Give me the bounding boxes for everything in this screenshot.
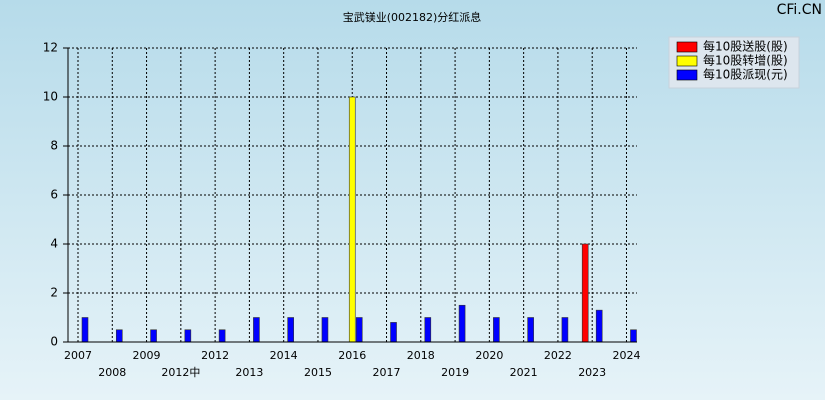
x-tick-label: 2012 [201,349,229,362]
x-tick-label: 2012中 [161,366,200,379]
bar [81,317,89,343]
y-tick-label: 6 [50,188,58,202]
bar [630,329,637,343]
x-tick-label: 2024 [612,349,640,362]
x-tick-label: 2020 [475,349,503,362]
y-tick-label: 8 [50,139,58,153]
bar [348,96,356,343]
bar [527,317,534,343]
bar [355,317,363,343]
bar [561,317,569,343]
legend-label: 每10股派现(元) [703,67,788,82]
bar [184,329,192,343]
x-tick-label: 2007 [64,349,92,362]
legend-label: 每10股转增(股) [703,53,788,68]
legend-label: 每10股送股(股) [703,39,788,54]
x-tick-label: 2019 [441,366,469,379]
y-tick-label: 10 [43,90,58,104]
bar [424,317,432,343]
x-tick-label: 2022 [544,349,572,362]
bar [390,322,397,343]
bar [595,309,603,343]
x-tick-label: 2017 [373,366,401,379]
y-tick-label: 2 [50,286,58,300]
bar [321,317,329,343]
x-tick-label: 2018 [407,349,435,362]
x-tick-label: 2023 [578,366,606,379]
x-tick-label: 2014 [270,349,298,362]
x-tick-label: 2016 [338,349,366,362]
bar [581,243,589,343]
legend-swatch [676,69,698,81]
x-tick-label: 2009 [133,349,161,362]
chart-title: 宝武镁业(002182)分红派息 [343,10,482,24]
x-tick-label: 2008 [98,366,126,379]
x-tick-label: 2013 [235,366,263,379]
bar [253,317,260,343]
bar [218,329,226,343]
watermark: CFi.CN [777,2,822,18]
x-tick-label: 2021 [510,366,538,379]
bar [458,304,466,343]
legend-swatch [676,55,698,67]
y-tick-label: 12 [43,41,58,55]
y-tick-label: 0 [50,335,58,349]
bar [493,317,500,343]
bar [115,329,123,343]
x-tick-label: 2015 [304,366,332,379]
y-tick-label: 4 [50,237,58,251]
legend-swatch [676,41,698,53]
bar [150,329,157,343]
bar [287,317,294,343]
